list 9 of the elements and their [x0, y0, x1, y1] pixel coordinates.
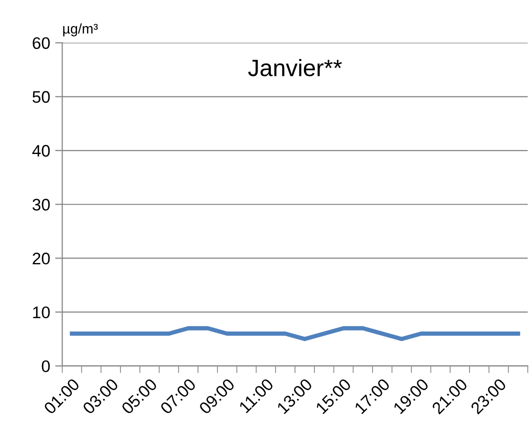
y-tick-label: 50: [32, 91, 50, 103]
y-tick-label: 20: [32, 252, 50, 264]
y-tick-label: 60: [32, 37, 50, 50]
y-tick-label: 40: [32, 144, 50, 157]
y-tick-label: 10: [33, 306, 50, 318]
y-tick-label: 30: [32, 198, 50, 211]
y-axis-title: µg/m³: [63, 23, 98, 36]
text: Janvier**: [248, 58, 342, 76]
y-tick-label: 0: [42, 360, 50, 372]
